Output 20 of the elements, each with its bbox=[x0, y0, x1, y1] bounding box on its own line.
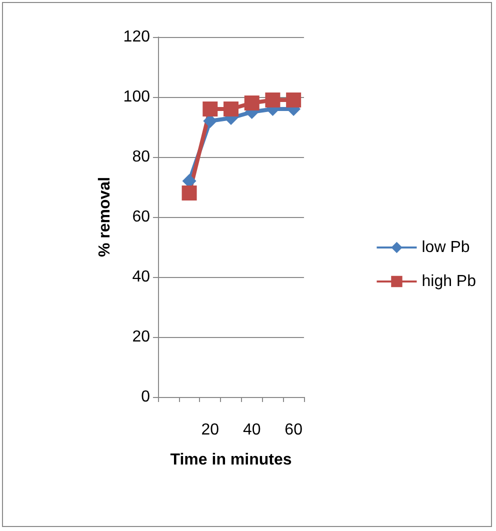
legend-label: high Pb bbox=[422, 273, 476, 290]
y-tick-label: 60 bbox=[132, 208, 150, 226]
point bbox=[182, 186, 197, 200]
y-tick-label: 80 bbox=[132, 148, 150, 166]
legend-label: low Pb bbox=[422, 239, 470, 256]
x-tick-label: 40 bbox=[242, 422, 261, 438]
x-tick-label: 20 bbox=[201, 422, 220, 438]
point bbox=[202, 102, 218, 116]
y-tick-label: 0 bbox=[141, 388, 150, 406]
point bbox=[286, 92, 302, 108]
y-tick-label: 20 bbox=[132, 328, 150, 346]
point bbox=[224, 102, 238, 116]
x-axis-title: Time in minutes bbox=[170, 452, 292, 468]
y-axis-title: % removal bbox=[96, 176, 114, 258]
point bbox=[244, 96, 260, 110]
y-tick-label: 120 bbox=[123, 28, 150, 46]
x-tick-label: 60 bbox=[284, 422, 303, 438]
point bbox=[265, 92, 280, 108]
y-tick-label: 40 bbox=[132, 268, 150, 286]
y-tick-label: 100 bbox=[123, 88, 150, 106]
